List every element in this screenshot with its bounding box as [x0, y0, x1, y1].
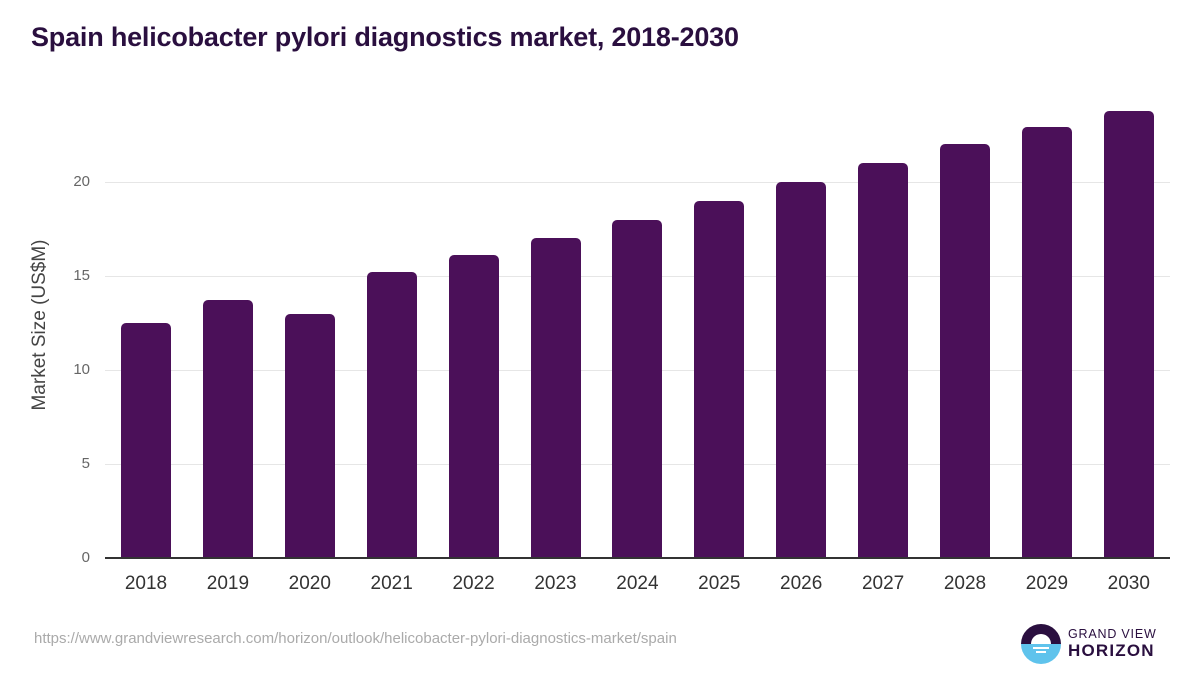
source-url: https://www.grandviewresearch.com/horizo…: [34, 630, 677, 647]
y-tick-label: 15: [73, 267, 90, 284]
x-tick-label: 2022: [452, 573, 495, 594]
y-tick-label: 0: [81, 549, 90, 566]
x-tick-label: 2030: [1107, 573, 1150, 594]
bar-2030[interactable]: [1103, 110, 1154, 558]
bar-2019[interactable]: [202, 300, 253, 558]
y-tick-label: 20: [73, 173, 90, 190]
logo-text-grand-view: GRAND VIEW: [1068, 627, 1157, 641]
x-tick-label: 2025: [698, 573, 741, 594]
y-tick-label: 5: [81, 455, 90, 472]
horizon-sun-icon: [1021, 624, 1061, 664]
bar-2021[interactable]: [366, 272, 417, 558]
bar-2024[interactable]: [612, 219, 663, 558]
x-tick-label: 2028: [943, 573, 987, 594]
x-tick-label: 2020: [288, 573, 331, 594]
x-axis-line: [105, 557, 1170, 559]
bar-2018[interactable]: [121, 323, 171, 558]
bar-2020[interactable]: [284, 313, 335, 558]
bar-2027[interactable]: [858, 163, 909, 558]
bar-2022[interactable]: [448, 255, 499, 558]
x-tick-label: 2026: [780, 573, 823, 594]
x-tick-label: 2018: [124, 573, 168, 594]
bar-2026[interactable]: [776, 182, 827, 558]
bar-2023[interactable]: [530, 238, 581, 558]
chart-title: Spain helicobacter pylori diagnostics ma…: [31, 22, 739, 52]
y-axis-label: Market Size (US$M): [29, 239, 50, 411]
x-tick-label: 2019: [206, 573, 250, 594]
x-tick-label: 2024: [616, 573, 659, 594]
x-tick-label: 2027: [861, 573, 905, 594]
gridline: [105, 182, 1170, 183]
bar-2029[interactable]: [1021, 127, 1072, 558]
x-tick-label: 2023: [534, 573, 577, 594]
bar-2025[interactable]: [694, 200, 745, 558]
x-tick-label: 2029: [1025, 573, 1069, 594]
x-tick-label: 2021: [370, 573, 413, 594]
y-tick-label: 10: [73, 361, 90, 378]
bar-2028[interactable]: [940, 144, 990, 558]
logo-text-horizon: HORIZON: [1068, 641, 1155, 660]
grand-view-horizon-logo: GRAND VIEW HORIZON: [1020, 623, 1180, 667]
